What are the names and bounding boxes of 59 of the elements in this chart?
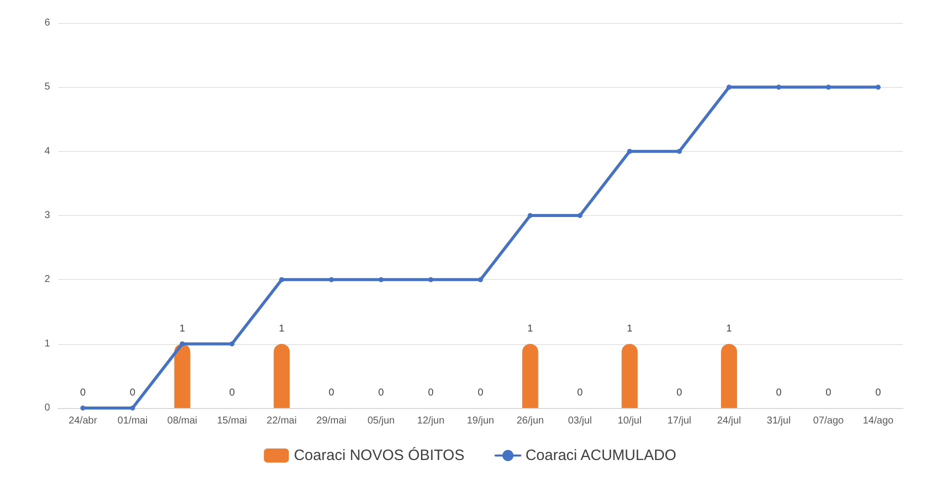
data-label: 0 xyxy=(577,388,584,398)
data-label: 1 xyxy=(527,323,534,334)
data-label: 1 xyxy=(726,323,732,334)
data-label: 0 xyxy=(875,388,882,398)
data-label: 0 xyxy=(776,388,782,398)
y-tick-label: 6 xyxy=(44,18,50,28)
point xyxy=(130,406,136,410)
data-label: 0 xyxy=(428,388,434,398)
point xyxy=(776,84,782,90)
data-label: 1 xyxy=(278,323,285,334)
legend-label: Coaraci NOVOS ÓBITOS xyxy=(294,446,464,464)
y-tick-label: 0 xyxy=(44,402,50,414)
x-tick-label: 10/jul xyxy=(618,416,642,426)
y-tick-label: 2 xyxy=(44,274,50,286)
point xyxy=(428,277,434,282)
y-tick-label: 1 xyxy=(44,338,50,350)
x-tick-label: 29/mai xyxy=(316,416,346,426)
point xyxy=(676,148,682,154)
data-label: 0 xyxy=(130,388,136,398)
data-label: 1 xyxy=(179,323,186,334)
point xyxy=(180,341,185,346)
point xyxy=(876,84,881,90)
point xyxy=(80,406,86,410)
point xyxy=(229,341,234,346)
data-label: 0 xyxy=(676,388,683,398)
data-label: 0 xyxy=(478,388,484,398)
y-tick-label: 5 xyxy=(44,82,50,93)
data-label: 0 xyxy=(328,388,335,398)
point xyxy=(478,277,483,282)
data-label: 0 xyxy=(229,388,236,398)
x-tick-label: 08/mai xyxy=(167,416,198,426)
point xyxy=(826,84,831,90)
x-tick-label: 31/jul xyxy=(766,416,791,426)
x-tick-label: 15/mai xyxy=(216,416,247,426)
data-label: 0 xyxy=(826,388,832,398)
x-tick-label: 03/jul xyxy=(568,416,592,426)
x-tick-label: 24/jul xyxy=(717,416,741,426)
point xyxy=(378,277,384,282)
x-tick-label: 24/abr xyxy=(68,416,98,426)
point xyxy=(627,148,632,154)
point xyxy=(528,213,533,218)
x-tick-label: 17/jul xyxy=(667,416,692,426)
legend-label: Coaraci ACUMULADO xyxy=(525,447,676,464)
point xyxy=(328,277,334,282)
data-label: 1 xyxy=(626,323,633,334)
x-tick-label: 26/jun xyxy=(516,416,544,426)
y-tick-label: 3 xyxy=(44,210,50,221)
x-tick-label: 07/ago xyxy=(813,416,844,426)
x-tick-label: 12/jun xyxy=(417,416,444,426)
x-tick-label: 22/mai xyxy=(266,416,297,426)
x-tick-label: 19/jun xyxy=(466,416,494,426)
data-label: 0 xyxy=(378,388,384,398)
x-tick-label: 14/ago xyxy=(862,416,894,426)
data-label: 0 xyxy=(80,388,86,398)
x-tick-label: 01/mai xyxy=(118,416,148,426)
x-tick-label: 05/jun xyxy=(367,416,395,426)
y-tick-label: 4 xyxy=(44,146,50,157)
point xyxy=(279,277,284,282)
point xyxy=(726,84,732,90)
